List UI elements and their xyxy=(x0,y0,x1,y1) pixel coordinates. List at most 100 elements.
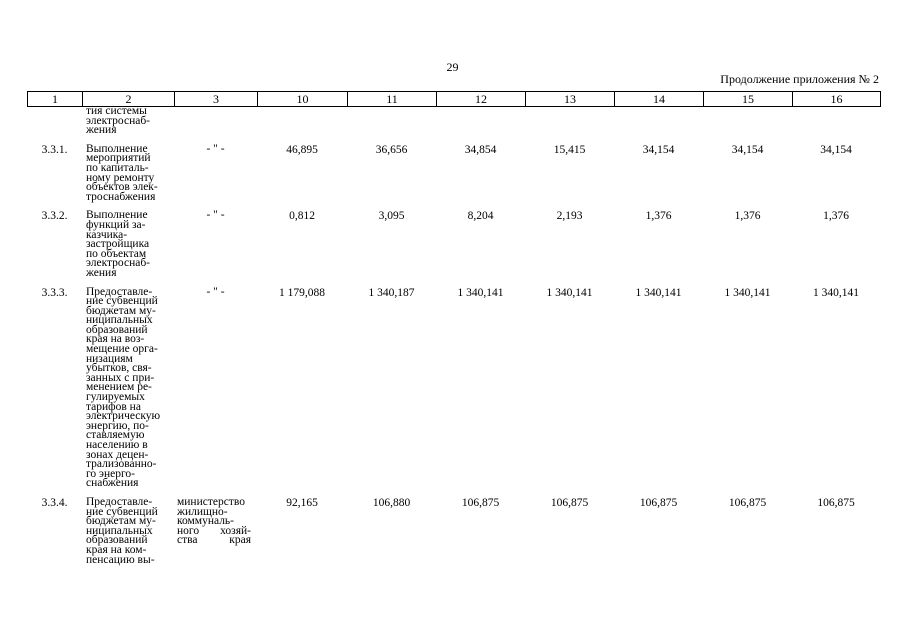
column-header: 11 xyxy=(347,91,437,107)
executor: - " - xyxy=(174,209,257,287)
executor-line: ства края xyxy=(177,534,251,547)
value-cell xyxy=(525,107,614,145)
value-cell: 106,880 xyxy=(372,496,411,509)
column-header: 3 xyxy=(174,91,258,107)
activity-name-line: бюджетам му- xyxy=(86,515,156,528)
executor-line: - " - xyxy=(206,285,225,298)
executor-line: - " - xyxy=(206,209,225,222)
value-cell: 1 340,187 xyxy=(368,286,415,299)
table-row: 3.3.2. Выполнение функций за-казчика-застр… xyxy=(27,209,880,287)
value-cell xyxy=(436,107,525,145)
activity-name-line: ние субвенций xyxy=(86,505,158,518)
activity-name-line: электроснаб- xyxy=(86,257,151,270)
executor-line: ного хозяй- xyxy=(177,524,251,537)
activity-name: Предоставле-ние субвенций бюджетам му-ниц… xyxy=(82,285,174,498)
value-cell: 106,875 xyxy=(550,496,589,509)
value-cell: 106,875 xyxy=(817,496,855,509)
activity-name-line: объектов элек- xyxy=(86,181,158,194)
activity-name-line: занных с при- xyxy=(86,371,155,384)
value-cell xyxy=(614,107,703,145)
activity-name-line: образований xyxy=(86,534,148,547)
continuation-label: Продолжение приложения № 2 xyxy=(720,72,879,86)
value-cell xyxy=(703,107,792,145)
value-cell: 36,656 xyxy=(375,143,408,156)
executor-line: министерство xyxy=(177,495,245,508)
value-cell: 1 340,141 xyxy=(813,286,859,299)
activity-name-line: населению в xyxy=(86,439,148,451)
executor xyxy=(174,107,257,145)
value-cell: 34,854 xyxy=(464,143,497,156)
page-number: 29 xyxy=(446,60,459,74)
executor-line: коммуналь- xyxy=(177,515,235,528)
value-cell: 15,415 xyxy=(553,143,586,156)
activity-name-line: ставляемую xyxy=(86,429,145,442)
value-cell: 1 179,088 xyxy=(279,286,325,299)
column-header: 16 xyxy=(792,91,881,107)
activity-name-line: функций за- xyxy=(86,218,146,231)
row-number xyxy=(27,107,82,145)
activity-name-line: низациям xyxy=(86,352,133,365)
value-cell: 3,095 xyxy=(378,210,405,223)
value-cell: 1,376 xyxy=(645,210,672,223)
value-cell: 46,895 xyxy=(286,143,318,156)
column-numbers-header: 1 2 3 10 11 12 13 14 15 16 xyxy=(27,91,881,107)
activity-name-line: жения xyxy=(86,266,117,279)
table-row: 3.3.1. Выполнение мероприятий по капиталь-н… xyxy=(27,142,880,212)
activity-name-line: жения xyxy=(86,124,117,137)
table-row: тия системы электроснаб-жения xyxy=(27,105,880,145)
activity-name-line: менением ре- xyxy=(86,381,152,394)
activity-name-line: зонах децен- xyxy=(86,448,149,461)
activity-name-line: Предоставле- xyxy=(86,285,153,298)
activity-name-line: застройщика xyxy=(86,238,150,251)
activity-name-line: края на ком- xyxy=(86,543,147,556)
column-header: 12 xyxy=(436,91,526,107)
executor: министерство жилищно-коммуналь-ного хозяй… xyxy=(174,495,257,574)
activity-name: Предоставле-ние субвенций бюджетам му-ниц… xyxy=(82,495,174,574)
activity-name-line: трализованно- xyxy=(86,458,157,471)
value-cell: 1,376 xyxy=(823,210,849,223)
activity-name-line: мещение орга- xyxy=(86,343,158,356)
activity-name-line: Выполнение xyxy=(86,209,148,222)
activity-name-line: ниципальных xyxy=(86,314,153,327)
column-header: 13 xyxy=(525,91,615,107)
value-cell: 1 340,141 xyxy=(457,286,504,299)
activity-name-line: убытков, свя- xyxy=(86,362,152,375)
activity-name: Выполнение мероприятий по капиталь-ному ре… xyxy=(82,143,174,212)
executor: - " - xyxy=(174,285,257,498)
activity-name-line: края на воз- xyxy=(86,333,145,346)
value-cell: 0,812 xyxy=(289,210,315,223)
activity-name-line: образований xyxy=(86,323,148,336)
activity-name-line: снабжения xyxy=(86,477,139,490)
activity-name-line: по объектам xyxy=(86,247,147,260)
value-cell: 1,376 xyxy=(734,210,761,223)
value-cell: 106,875 xyxy=(728,496,767,509)
activity-name-line: бюджетам му- xyxy=(86,304,156,317)
value-cell: 34,154 xyxy=(642,143,675,156)
value-cell xyxy=(257,107,347,145)
activity-name-line: троснабжения xyxy=(86,190,156,203)
activity-name-line: мероприятий xyxy=(86,152,151,165)
value-cell: 8,204 xyxy=(467,210,494,223)
row-number: 3.3.1. xyxy=(41,143,68,156)
activity-name-line: Предоставле- xyxy=(86,495,153,508)
activity-name-line: ному ремонту xyxy=(86,171,155,184)
value-cell: 34,154 xyxy=(731,143,764,156)
column-header: 14 xyxy=(614,91,704,107)
activity-name-line: по капиталь- xyxy=(86,161,149,174)
activity-name: Выполнение функций за-казчика-застройщика… xyxy=(82,209,174,287)
activity-name-line: го энерго- xyxy=(86,467,136,480)
table-row: 3.3.4. Предоставле-ние субвенций бюджетам … xyxy=(27,495,880,574)
value-cell: 34,154 xyxy=(820,143,852,156)
activity-name-line: казчика- xyxy=(86,228,128,241)
value-cell: 1 340,141 xyxy=(546,286,593,299)
activity-name-line: пенсацию вы- xyxy=(86,553,155,566)
value-cell: 106,875 xyxy=(461,496,500,509)
value-cell: 1 340,141 xyxy=(635,286,682,299)
executor: - " - xyxy=(174,142,257,212)
activity-name: тия системы электроснаб-жения xyxy=(82,105,174,145)
executor-line: - " - xyxy=(206,142,225,155)
column-header: 10 xyxy=(257,91,348,107)
value-cell: 2,193 xyxy=(556,210,583,223)
row-number: 3.3.4. xyxy=(41,496,68,509)
value-cell: 92,165 xyxy=(286,496,318,509)
